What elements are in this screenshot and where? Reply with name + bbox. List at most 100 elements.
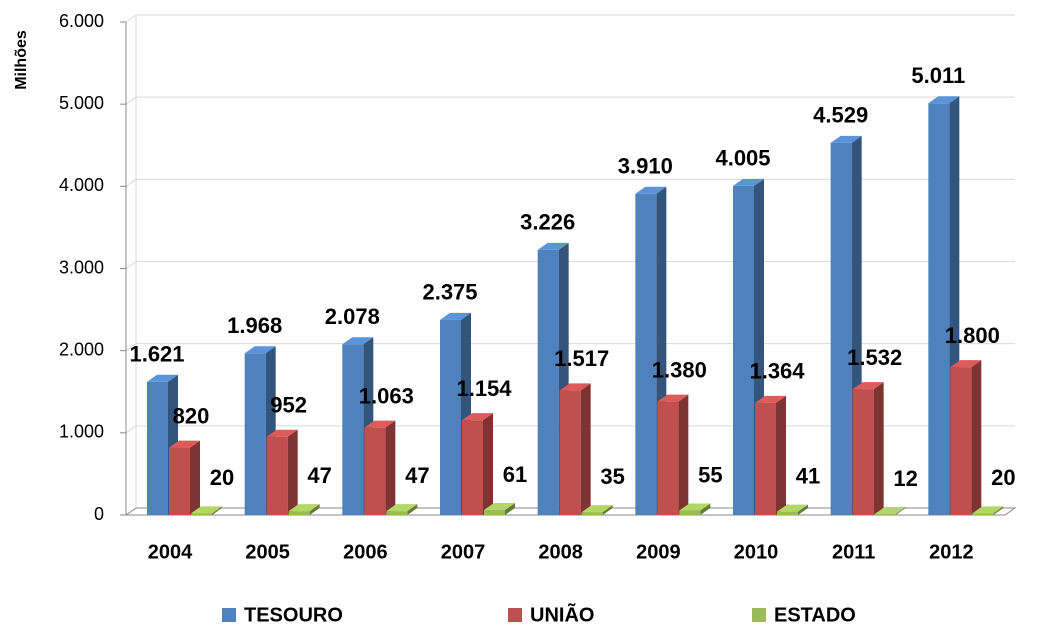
bar [928,103,950,516]
data-label: 2.375 [422,280,477,305]
bar-side [700,503,711,515]
grid-line [125,96,137,105]
bar-top [874,507,906,515]
bar-side [971,360,982,515]
bar-top [537,242,569,250]
bar-top [777,504,808,512]
bar [440,319,461,515]
legend-swatch [752,608,766,622]
data-label: 5.011 [911,63,965,88]
bar-top [972,506,1004,514]
bar-side [190,440,200,515]
data-label: 1.063 [359,383,414,408]
bar-top [657,394,689,402]
bar-side [287,429,298,515]
bar-side [895,507,906,515]
bar [755,402,776,515]
data-label: 1.380 [652,357,707,382]
y-tick-label: 2.000 [59,339,104,359]
bar [777,511,798,515]
bar-top [733,178,764,186]
y-tick-label: 6.000 [59,11,104,31]
bar-top [169,440,200,448]
bar-side [602,505,613,515]
legend-label: ESTADO [774,604,856,626]
x-tick-label: 2004 [148,541,193,563]
data-label: 4.529 [813,103,868,128]
bar [657,401,679,515]
bar-side [873,382,884,515]
bar-side [678,394,689,515]
y-tick-label: 5.000 [59,93,104,113]
bar-top [755,395,786,403]
bar-side [212,506,222,515]
data-label: 3.226 [520,210,575,235]
bar-top [830,135,862,143]
bar [191,513,212,515]
bar [874,514,896,515]
bar [386,511,408,515]
x-tick-label: 2006 [343,541,388,563]
bar [147,381,168,515]
bar-top [364,420,396,428]
bar-side [483,413,493,515]
bar-side [385,420,396,515]
grid-line [125,178,137,187]
bar [679,510,701,515]
bar-top [244,346,276,354]
grid-line [125,425,137,434]
x-tick-label: 2011 [832,541,875,563]
bar-top [288,504,320,512]
bar [559,390,581,515]
data-label: 20 [991,465,1015,490]
bar [169,447,190,515]
data-label: 41 [796,463,820,488]
data-label: 820 [173,403,210,428]
data-label: 12 [893,466,917,491]
y-axis-label: Milhões [13,30,30,90]
x-tick-label: 2007 [441,541,486,563]
bar-top [266,429,298,437]
bar [244,353,266,515]
legend-swatch [222,608,236,622]
grid-line [125,261,137,269]
bar-top [852,382,884,390]
bar-side [580,383,591,515]
data-label: 35 [600,464,624,489]
y-tick-label: 3.000 [59,257,104,277]
bar-side [407,504,418,515]
legend-label: TESOURO [244,604,343,626]
data-label: 61 [503,462,527,487]
bar-top [484,502,515,510]
bar [950,367,972,515]
y-tick-label: 4.000 [59,175,104,195]
data-label: 4.005 [715,146,770,171]
bar [852,389,874,515]
y-tick-label: 1.000 [59,422,104,442]
x-tick-label: 2008 [538,541,583,563]
bar [733,185,754,516]
data-label: 1.968 [227,313,282,338]
bar [288,511,310,515]
legend-label: UNIÃO [530,603,594,626]
bar [830,142,852,515]
bar-top [191,506,222,514]
data-label: 47 [405,463,429,488]
bar-top [581,505,613,513]
bar-top [440,312,471,320]
bar [462,420,483,515]
bar [364,427,386,515]
bar [342,344,364,515]
x-tick-label: 2005 [245,541,290,563]
bar [266,436,288,515]
data-label: 1.364 [749,359,805,384]
data-label: 20 [210,465,234,490]
y-tick-label: 0 [94,504,104,524]
legend-swatch [508,608,522,622]
data-label: 1.621 [129,342,184,367]
grid-line [125,343,137,352]
data-label: 1.517 [554,346,609,371]
bar [972,513,994,515]
data-label: 47 [307,463,331,488]
data-label: 1.154 [456,376,512,401]
